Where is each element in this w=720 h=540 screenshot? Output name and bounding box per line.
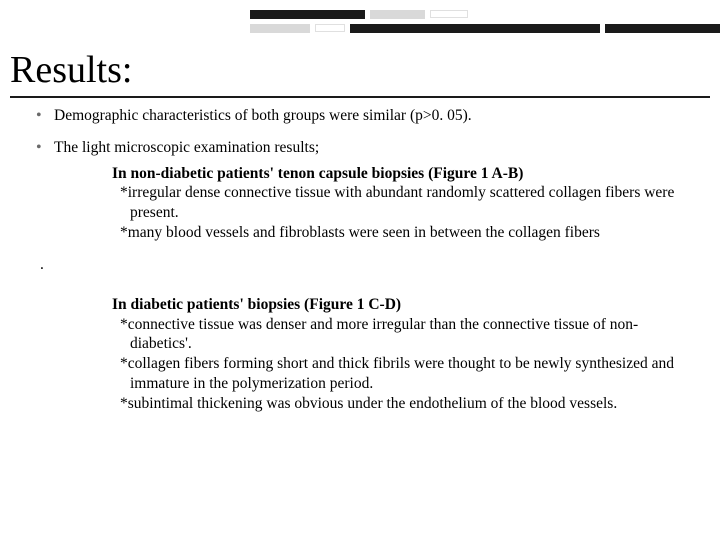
title-underline — [10, 96, 710, 98]
sub-point: *collagen fibers forming short and thick… — [112, 354, 692, 394]
sub-point: *subintimal thickening was obvious under… — [112, 394, 692, 414]
sub-section-1: In non-diabetic patients' tenon capsule … — [112, 164, 692, 243]
body: Demographic characteristics of both grou… — [30, 106, 692, 414]
slide: Results: Demographic characteristics of … — [0, 0, 720, 540]
bullet-text: Demographic characteristics of both grou… — [54, 107, 472, 124]
bullet-item: Demographic characteristics of both grou… — [30, 106, 692, 126]
sub-point: *connective tissue was denser and more i… — [112, 315, 692, 355]
title-wrap: Results: — [10, 48, 710, 92]
sub-heading: In non-diabetic patients' tenon capsule … — [112, 164, 692, 184]
sub-point: *many blood vessels and fibroblasts were… — [112, 223, 692, 243]
stray-period: . — [40, 255, 692, 275]
sub-point: *irregular dense connective tissue with … — [112, 183, 692, 223]
top-decoration — [0, 0, 720, 38]
slide-title: Results: — [10, 48, 710, 92]
sub-section-2: In diabetic patients' biopsies (Figure 1… — [112, 281, 692, 414]
bullet-text: The light microscopic examination result… — [54, 139, 319, 156]
sub-heading: In diabetic patients' biopsies (Figure 1… — [112, 295, 692, 315]
bullet-item: The light microscopic examination result… — [30, 138, 692, 243]
bullet-list: Demographic characteristics of both grou… — [30, 106, 692, 243]
